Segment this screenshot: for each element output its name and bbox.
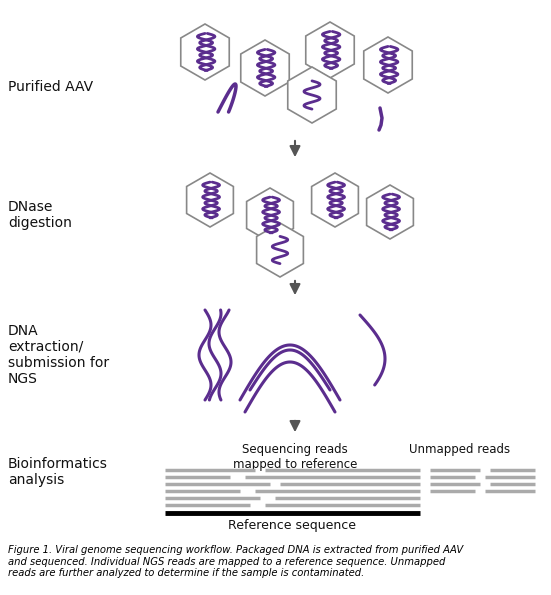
Polygon shape [247,188,293,242]
Polygon shape [306,22,354,78]
Text: Purified AAV: Purified AAV [8,80,93,94]
Polygon shape [187,173,234,227]
Text: Sequencing reads
mapped to reference: Sequencing reads mapped to reference [233,443,357,471]
Polygon shape [181,24,229,80]
Polygon shape [257,223,304,277]
Polygon shape [366,185,413,239]
Polygon shape [364,37,412,93]
Text: Unmapped reads: Unmapped reads [409,443,511,456]
Polygon shape [312,173,358,227]
Text: DNase
digestion: DNase digestion [8,200,72,230]
Text: Reference sequence: Reference sequence [228,519,356,532]
Text: DNA
extraction/
submission for
NGS: DNA extraction/ submission for NGS [8,324,109,386]
Text: Figure 1. Viral genome sequencing workflow. Packaged DNA is extracted from purif: Figure 1. Viral genome sequencing workfl… [8,545,463,578]
Polygon shape [241,40,289,96]
Polygon shape [288,67,336,123]
Text: Bioinformatics
analysis: Bioinformatics analysis [8,457,108,487]
